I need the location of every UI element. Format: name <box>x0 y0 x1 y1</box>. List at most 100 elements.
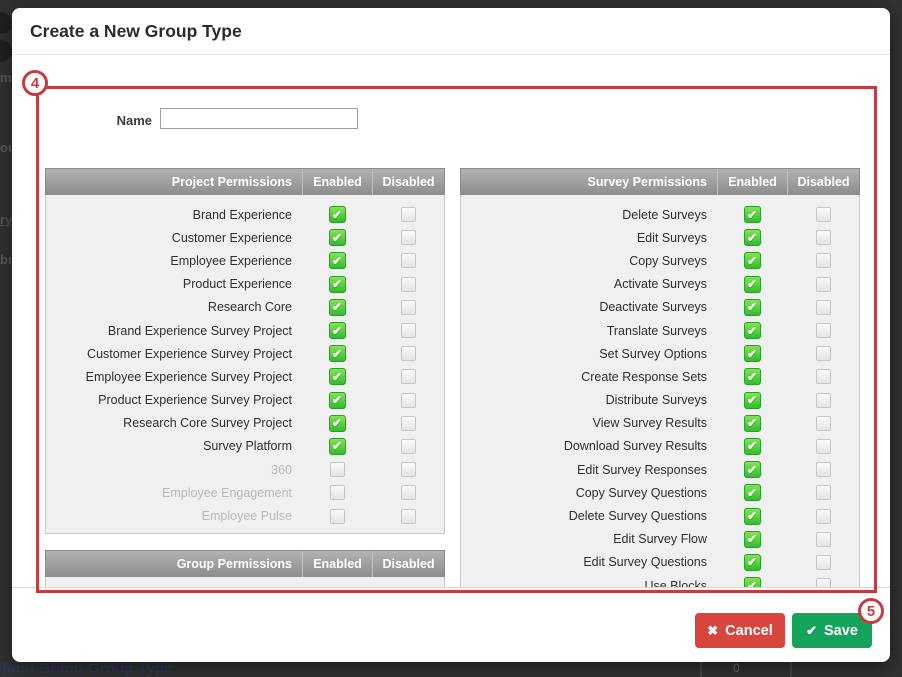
enabled-checkbox[interactable] <box>743 322 761 340</box>
enabled-checkbox[interactable] <box>743 553 761 571</box>
disabled-checkbox[interactable] <box>815 531 831 547</box>
disabled-checkbox[interactable] <box>400 392 416 408</box>
disabled-checkbox[interactable] <box>815 253 831 269</box>
enabled-checkbox[interactable] <box>743 437 761 455</box>
disabled-checkbox[interactable] <box>400 485 416 501</box>
disabled-cell <box>787 346 859 362</box>
disabled-checkbox[interactable] <box>815 276 831 292</box>
disabled-checkbox[interactable] <box>400 415 416 431</box>
disabled-cell <box>372 369 444 385</box>
enabled-checkbox[interactable] <box>743 345 761 363</box>
permission-label: Employee Experience <box>170 253 292 268</box>
disabled-checkbox[interactable] <box>815 369 831 385</box>
permission-row: Product Experience <box>46 273 444 296</box>
enabled-checkbox[interactable] <box>328 206 346 224</box>
table-header: Project Permissions Enabled Disabled <box>45 168 445 195</box>
permission-label: Activate Surveys <box>613 277 707 292</box>
disabled-checkbox[interactable] <box>400 253 416 269</box>
disabled-checkbox[interactable] <box>400 462 416 478</box>
enabled-checkbox[interactable] <box>743 368 761 386</box>
disabled-checkbox[interactable] <box>815 299 831 315</box>
disabled-checkbox[interactable] <box>400 323 416 339</box>
enabled-cell <box>302 298 372 316</box>
disabled-checkbox[interactable] <box>815 415 831 431</box>
permission-label: Translate Surveys <box>606 323 707 338</box>
permission-row: Research Core <box>46 296 444 319</box>
enabled-checkbox[interactable] <box>328 322 346 340</box>
permission-label: Research Core Survey Project <box>123 416 292 431</box>
enabled-checkbox[interactable] <box>743 530 761 548</box>
enabled-checkbox[interactable] <box>329 485 345 501</box>
enabled-checkbox[interactable] <box>743 206 761 224</box>
disabled-checkbox[interactable] <box>815 346 831 362</box>
cancel-button[interactable]: ✖ Cancel <box>695 613 785 648</box>
enabled-checkbox[interactable] <box>743 507 761 525</box>
permission-label: Brand Experience <box>192 207 292 222</box>
enabled-checkbox[interactable] <box>328 414 346 432</box>
enabled-checkbox[interactable] <box>328 229 346 247</box>
disabled-checkbox[interactable] <box>815 554 831 570</box>
x-icon: ✖ <box>707 623 719 638</box>
enabled-cell <box>302 462 372 478</box>
disabled-checkbox[interactable] <box>815 485 831 501</box>
enabled-column-header: Enabled <box>302 169 372 195</box>
table-body: Delete Surveys Edit Surveys Copy Surveys… <box>460 195 860 588</box>
disabled-checkbox[interactable] <box>400 346 416 362</box>
disabled-checkbox[interactable] <box>400 299 416 315</box>
permission-row: Distribute Surveys <box>461 389 859 412</box>
permission-row: Survey Platform <box>46 435 444 458</box>
permission-label: Edit Surveys <box>636 230 707 245</box>
permission-row: Delete Survey Questions <box>461 504 859 527</box>
permission-row: Product Experience Survey Project <box>46 389 444 412</box>
enabled-checkbox[interactable] <box>329 508 345 524</box>
enabled-cell <box>302 229 372 247</box>
disabled-checkbox[interactable] <box>815 578 831 587</box>
enabled-checkbox[interactable] <box>743 414 761 432</box>
permission-row: Delete Surveys <box>461 203 859 226</box>
background-text-fragment: br <box>0 252 13 267</box>
disabled-checkbox[interactable] <box>815 230 831 246</box>
disabled-checkbox[interactable] <box>815 508 831 524</box>
permission-row: Set Survey Options <box>461 342 859 365</box>
save-button[interactable]: ✔ Save <box>792 613 872 648</box>
disabled-checkbox[interactable] <box>400 207 416 223</box>
enabled-checkbox[interactable] <box>328 275 346 293</box>
disabled-checkbox[interactable] <box>815 323 831 339</box>
enabled-checkbox[interactable] <box>328 391 346 409</box>
enabled-checkbox[interactable] <box>743 275 761 293</box>
permission-label: Edit Survey Flow <box>613 532 707 547</box>
enabled-cell <box>717 414 787 432</box>
enabled-cell <box>302 252 372 270</box>
enabled-checkbox[interactable] <box>743 484 761 502</box>
permission-label: Brand Experience Survey Project <box>107 323 292 338</box>
enabled-checkbox[interactable] <box>743 252 761 270</box>
enabled-checkbox[interactable] <box>743 391 761 409</box>
disabled-checkbox[interactable] <box>815 207 831 223</box>
permission-label: 360 <box>271 462 292 477</box>
disabled-checkbox[interactable] <box>400 508 416 524</box>
permission-label: Use Blocks <box>644 578 707 588</box>
enabled-checkbox[interactable] <box>328 368 346 386</box>
enabled-checkbox[interactable] <box>328 437 346 455</box>
disabled-checkbox[interactable] <box>815 392 831 408</box>
permission-row: Copy Surveys <box>461 249 859 272</box>
cancel-button-label: Cancel <box>725 622 773 639</box>
disabled-checkbox[interactable] <box>815 462 831 478</box>
permission-label: Deactivate Surveys <box>599 300 707 315</box>
enabled-checkbox[interactable] <box>329 462 345 478</box>
enabled-checkbox[interactable] <box>328 252 346 270</box>
disabled-checkbox[interactable] <box>400 438 416 454</box>
disabled-checkbox[interactable] <box>400 276 416 292</box>
disabled-checkbox[interactable] <box>400 369 416 385</box>
enabled-checkbox[interactable] <box>743 298 761 316</box>
enabled-checkbox[interactable] <box>743 577 761 587</box>
permissions-scroll-area[interactable]: Project Permissions Enabled Disabled Bra… <box>12 160 890 588</box>
name-input[interactable] <box>160 108 358 129</box>
enabled-checkbox[interactable] <box>328 345 346 363</box>
permission-label: Edit Survey Questions <box>583 555 707 570</box>
disabled-checkbox[interactable] <box>400 230 416 246</box>
enabled-checkbox[interactable] <box>743 461 761 479</box>
enabled-checkbox[interactable] <box>743 229 761 247</box>
enabled-checkbox[interactable] <box>328 298 346 316</box>
disabled-checkbox[interactable] <box>815 438 831 454</box>
